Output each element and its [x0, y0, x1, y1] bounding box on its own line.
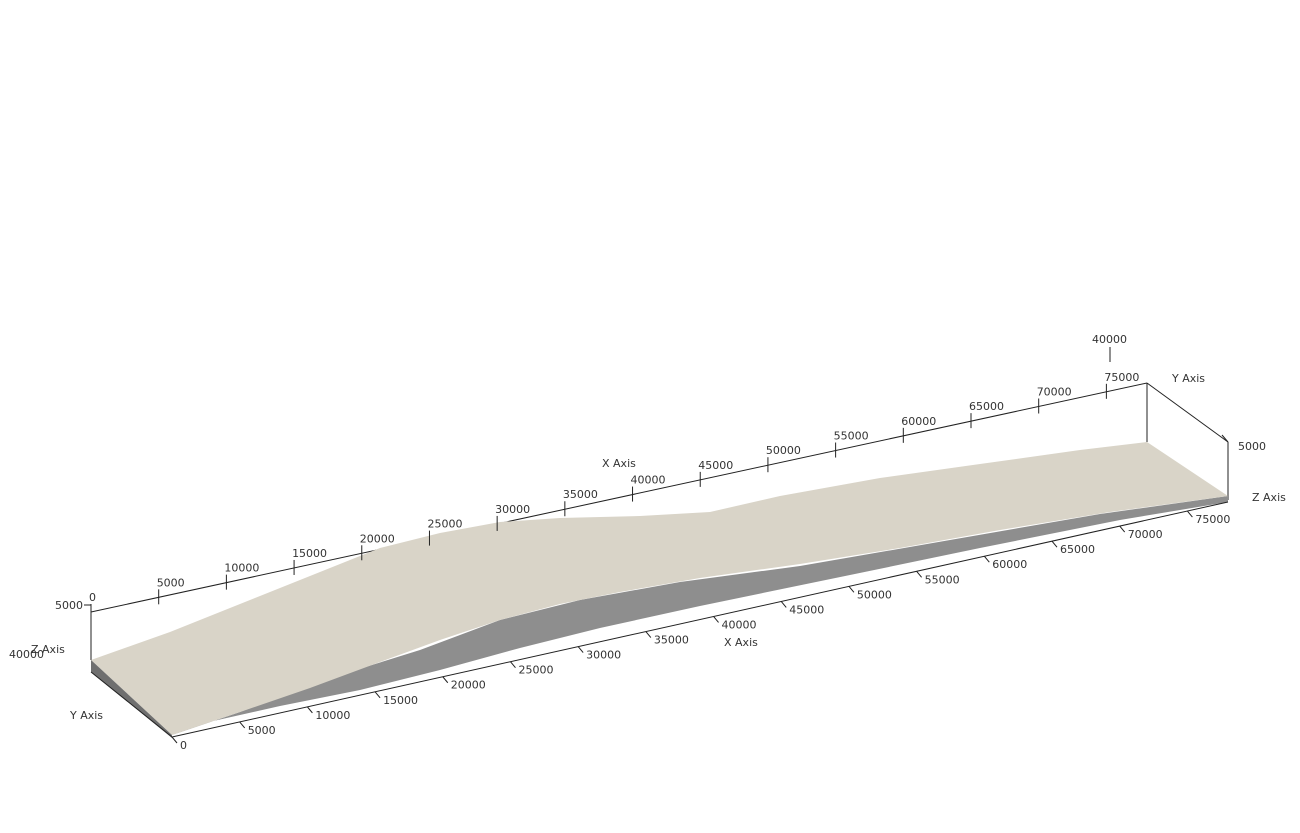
x_axis_front-tick — [1119, 525, 1126, 533]
x-axis-title-back: X Axis — [602, 457, 636, 470]
x_axis_front-tick-label: 20000 — [451, 679, 486, 692]
x_axis_front-tick — [916, 570, 922, 578]
x_axis_back-tick-label: 15000 — [292, 547, 327, 560]
x_axis_back-tick-label: 40000 — [631, 474, 666, 487]
x_axis_front-tick — [983, 555, 990, 563]
x_axis_front-tick-label: 45000 — [789, 603, 824, 616]
x_axis_front-tick-label: 70000 — [1128, 528, 1163, 541]
x_axis_front-tick — [171, 736, 178, 744]
x_axis_front-tick-label: 30000 — [586, 649, 621, 662]
x_axis_front-tick-label: 10000 — [315, 709, 350, 722]
y-axis-title-right: Y Axis — [1171, 372, 1205, 385]
x_axis_front-tick — [645, 631, 652, 638]
y-axis-max-right: 40000 — [1092, 333, 1127, 346]
x_axis_front-tick — [780, 601, 787, 608]
x_axis_back-tick-label: 35000 — [563, 488, 598, 501]
z-axis-title-right: Z Axis — [1252, 491, 1286, 504]
right-y-axis-line — [1146, 382, 1229, 443]
x_axis_back-tick-label: 25000 — [427, 518, 462, 531]
x_axis_front-tick-label: 40000 — [722, 618, 757, 631]
x_axis_back-tick-label: 20000 — [360, 532, 395, 545]
x_axis_back-tick-label: 55000 — [834, 430, 869, 443]
z-axis-tick-left: 5000 — [55, 599, 83, 612]
x_axis_back-tick-label: 30000 — [495, 503, 530, 516]
z-axis-tick-right: 5000 — [1238, 440, 1266, 453]
x_axis_front-tick — [239, 721, 246, 729]
x_axis_front-tick-label: 25000 — [518, 664, 553, 677]
x_axis_front-tick — [1187, 510, 1193, 518]
x_axis_back-tick-label: 75000 — [1104, 371, 1139, 384]
x_axis_back-tick-label: 45000 — [698, 459, 733, 472]
x_axis_back-tick-label: 60000 — [901, 415, 936, 428]
z-axis-title-left: Z Axis — [31, 643, 65, 656]
x_axis_front-tick-label: 5000 — [248, 724, 276, 737]
x_axis_front-tick — [848, 586, 855, 593]
x_axis_front-tick-label: 65000 — [1060, 543, 1095, 556]
x_axis_front-tick — [713, 616, 719, 623]
x_axis_front-tick-label: 75000 — [1195, 513, 1230, 526]
top-surface — [91, 442, 1228, 735]
x_axis_front-tick-label: 35000 — [654, 634, 689, 647]
x_axis_back-tick-label: 0 — [89, 591, 96, 604]
x_axis_back-tick-label: 5000 — [157, 576, 185, 589]
x_axis_front-tick-label: 50000 — [857, 588, 892, 601]
x_axis_front-tick-label: 60000 — [992, 558, 1027, 571]
x_axis_front-tick-label: 15000 — [383, 694, 418, 707]
left-y-axis-line — [90, 671, 173, 738]
x_axis_back-tick-label: 10000 — [224, 562, 259, 575]
x-axis-title-front: X Axis — [724, 636, 758, 649]
x_axis_front-tick — [442, 676, 449, 684]
z-axis-right-tick — [1221, 434, 1229, 443]
x_axis_back-tick-label: 70000 — [1037, 385, 1072, 398]
x_axis_front-tick — [374, 691, 381, 699]
y-axis-title-left: Y Axis — [69, 709, 103, 722]
x_axis_front-tick — [307, 706, 313, 714]
x_axis_back-tick-label: 50000 — [766, 444, 801, 457]
x_axis_front-tick — [1051, 540, 1058, 548]
y-axis-max-left: 40000 — [9, 648, 44, 661]
x_axis_front-tick — [510, 661, 516, 668]
x_axis_back-tick-label: 65000 — [969, 400, 1004, 413]
end-face-left — [91, 660, 172, 738]
x_axis_front-tick-label: 0 — [180, 739, 187, 752]
x_axis_front-tick-label: 55000 — [925, 573, 960, 586]
x_axis_front-tick — [577, 646, 584, 653]
